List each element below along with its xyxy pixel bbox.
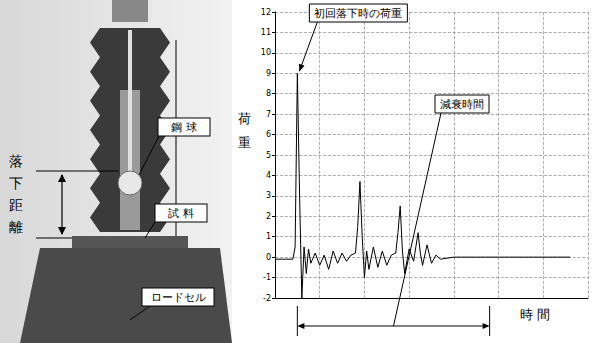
svg-text:10: 10 bbox=[261, 48, 271, 57]
svg-text:3: 3 bbox=[266, 191, 271, 200]
svg-text:11: 11 bbox=[261, 28, 271, 37]
svg-text:ロードセル: ロードセル bbox=[151, 291, 206, 304]
svg-text:初回落下時の荷重: 初回落下時の荷重 bbox=[314, 7, 402, 20]
svg-text:5: 5 bbox=[266, 151, 271, 160]
svg-text:試 料: 試 料 bbox=[168, 207, 194, 220]
svg-text:距: 距 bbox=[9, 197, 23, 213]
svg-text:下: 下 bbox=[9, 175, 23, 191]
svg-text:-2: -2 bbox=[263, 294, 271, 303]
svg-text:1: 1 bbox=[266, 232, 271, 241]
svg-text:減衰時間: 減衰時間 bbox=[440, 98, 484, 111]
svg-text:離: 離 bbox=[9, 219, 23, 235]
svg-text:時 間: 時 間 bbox=[520, 307, 550, 322]
svg-text:-1: -1 bbox=[263, 273, 271, 282]
svg-text:荷: 荷 bbox=[237, 110, 251, 126]
svg-text:落: 落 bbox=[9, 153, 23, 169]
svg-text:7: 7 bbox=[266, 110, 271, 119]
svg-text:2: 2 bbox=[266, 212, 271, 221]
svg-text:9: 9 bbox=[266, 69, 271, 78]
svg-text:0: 0 bbox=[266, 253, 271, 262]
svg-text:4: 4 bbox=[266, 171, 271, 180]
svg-text:鋼 球: 鋼 球 bbox=[171, 121, 197, 134]
svg-text:12: 12 bbox=[261, 8, 271, 17]
svg-text:6: 6 bbox=[266, 130, 271, 139]
svg-text:8: 8 bbox=[266, 89, 271, 98]
svg-text:重: 重 bbox=[238, 135, 251, 150]
